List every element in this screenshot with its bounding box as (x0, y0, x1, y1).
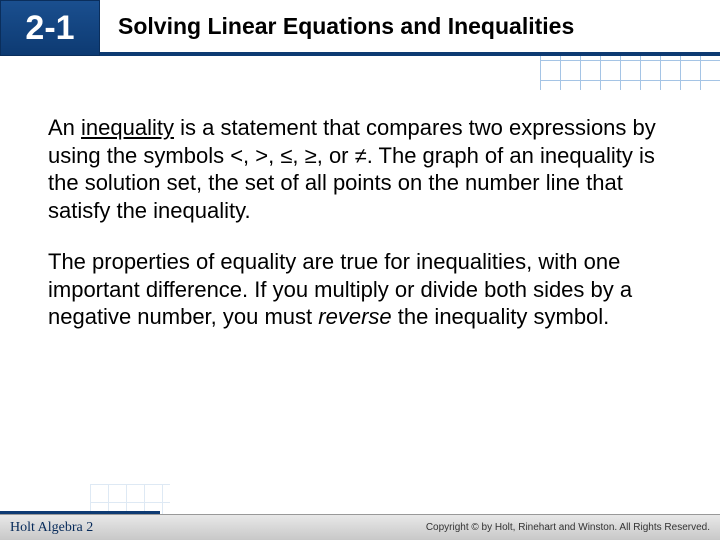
p2-rest: the inequality symbol. (392, 304, 610, 329)
slide: 2-1 Solving Linear Equations and Inequal… (0, 0, 720, 540)
p2-italic: reverse (318, 304, 391, 329)
slide-content: An inequality is a statement that compar… (0, 70, 720, 540)
paragraph-1: An inequality is a statement that compar… (48, 114, 672, 224)
slide-title: Solving Linear Equations and Inequalitie… (118, 13, 574, 40)
title-bar: Solving Linear Equations and Inequalitie… (100, 0, 720, 56)
paragraph-2: The properties of equality are true for … (48, 248, 672, 331)
chapter-number-box: 2-1 (0, 0, 100, 56)
slide-header: 2-1 Solving Linear Equations and Inequal… (0, 0, 720, 70)
p1-term-underlined: inequality (81, 115, 174, 140)
chapter-number: 2-1 (25, 9, 74, 48)
p1-intro: An (48, 115, 81, 140)
